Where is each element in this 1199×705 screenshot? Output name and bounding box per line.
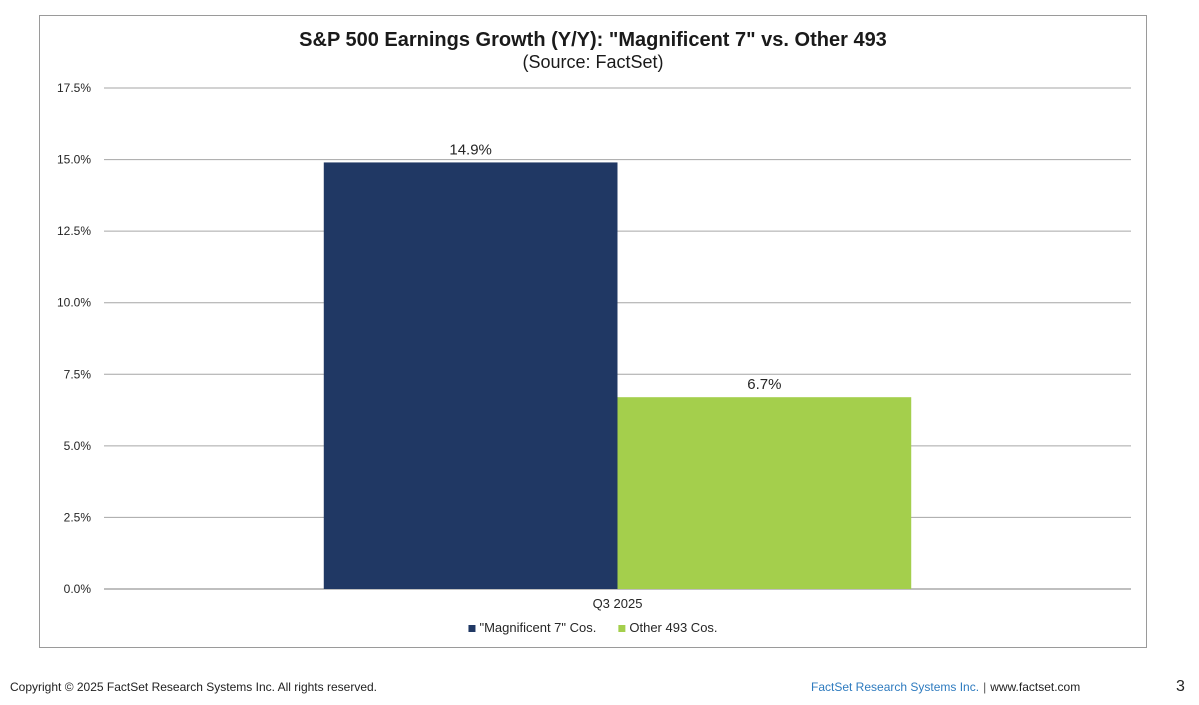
footer-company-block: FactSet Research Systems Inc. | www.factse… bbox=[811, 680, 1080, 694]
chart-subtitle: (Source: FactSet) bbox=[522, 52, 663, 72]
legend-swatch-0 bbox=[468, 625, 476, 632]
legend-label-1: Other 493 Cos. bbox=[629, 620, 717, 635]
y-tick-label: 0.0% bbox=[64, 582, 92, 596]
y-tick-label: 10.0% bbox=[57, 296, 91, 310]
footer-separator: | bbox=[983, 680, 987, 694]
bar-series-1-cat-0[interactable] bbox=[617, 397, 912, 589]
footer-company-name[interactable]: FactSet Research Systems Inc. bbox=[811, 680, 980, 694]
bar-series-0-cat-0[interactable] bbox=[323, 162, 618, 590]
x-axis-tick-labels: Q3 2025 bbox=[593, 596, 643, 611]
bar-layer bbox=[323, 162, 912, 590]
y-tick-label: 12.5% bbox=[57, 224, 91, 238]
footer-url[interactable]: www.factset.com bbox=[990, 680, 1081, 694]
y-tick-label: 5.0% bbox=[64, 439, 92, 453]
page-number: 3 bbox=[1176, 678, 1185, 695]
legend-item-1[interactable]: Other 493 Cos. bbox=[618, 620, 718, 635]
chart-title: S&P 500 Earnings Growth (Y/Y): "Magnific… bbox=[299, 29, 887, 51]
data-label-layer: 14.9% 6.7% bbox=[449, 141, 781, 393]
y-tick-label: 2.5% bbox=[64, 510, 92, 524]
y-axis-tick-labels: 0.0% 2.5% 5.0% 7.5% 10.0% 12.5% 15.0% 17.5% bbox=[57, 81, 91, 596]
footer-copyright: Copyright © 2025 FactSet Research System… bbox=[10, 680, 377, 694]
data-label-series-1: 6.7% bbox=[747, 376, 781, 393]
legend: "Magnificent 7" Cos. Other 493 Cos. bbox=[468, 620, 718, 635]
y-tick-label: 7.5% bbox=[64, 367, 92, 381]
x-tick-label: Q3 2025 bbox=[593, 596, 643, 611]
y-tick-label: 17.5% bbox=[57, 81, 91, 95]
y-tick-label: 15.0% bbox=[57, 153, 91, 167]
legend-swatch-1 bbox=[618, 625, 626, 632]
legend-item-0[interactable]: "Magnificent 7" Cos. bbox=[468, 620, 596, 635]
legend-label-0: "Magnificent 7" Cos. bbox=[479, 620, 596, 635]
data-label-series-0: 14.9% bbox=[449, 141, 492, 158]
